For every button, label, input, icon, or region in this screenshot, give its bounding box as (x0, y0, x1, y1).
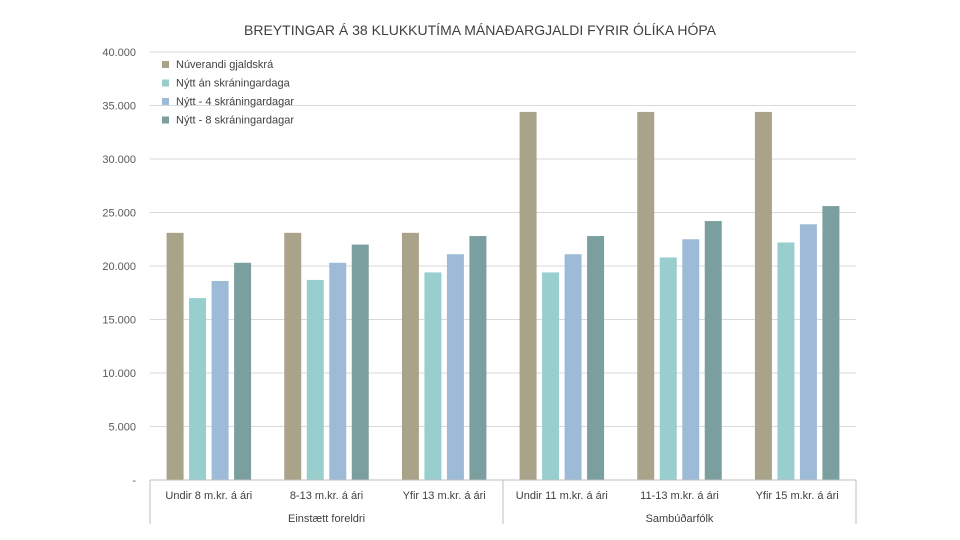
legend: Núverandi gjaldskrá Nýtt án skráningardag… (162, 59, 294, 127)
y-tick-label: 5.000 (108, 422, 136, 434)
bar (401, 232, 419, 480)
bar (542, 272, 560, 480)
bar (587, 236, 605, 480)
y-tick-label: 30.000 (102, 154, 136, 166)
bar (446, 254, 464, 480)
bar (799, 224, 817, 480)
legend-swatch (162, 98, 169, 105)
y-tick-label: 15.000 (102, 315, 136, 327)
bar (351, 244, 369, 480)
legend-label: Nýtt - 4 skráningardagar (176, 96, 294, 108)
x-tick-label: Undir 11 m.kr. á ári (516, 490, 608, 502)
bar (754, 111, 772, 481)
bar (822, 206, 840, 480)
y-tick-label: 40.000 (102, 47, 136, 59)
bar (637, 111, 655, 481)
bar (189, 298, 207, 480)
legend-swatch (162, 116, 169, 124)
x-tick-label: Yfir 13 m.kr. á ári (403, 490, 486, 502)
bar (234, 262, 252, 480)
group-label: Einstætt foreldri (288, 513, 365, 525)
legend-swatch (162, 79, 169, 87)
bar (682, 239, 700, 480)
bar (284, 232, 302, 480)
bar (329, 262, 347, 480)
x-tick-label: 11-13 m.kr. á ári (640, 490, 719, 502)
y-tick-label: - (132, 475, 136, 487)
bar (166, 232, 184, 480)
legend-swatch (162, 61, 169, 68)
y-tick-label: 20.000 (102, 261, 136, 273)
legend-label: Nýtt án skráningardaga (176, 78, 291, 90)
axes: - 5.000 10.000 15.000 20.000 25.000 30.000 35.0… (102, 47, 857, 525)
gridlines (150, 51, 856, 427)
legend-label: Núverandi gjaldskrá (176, 59, 274, 71)
y-tick-label: 35.000 (102, 101, 136, 113)
bar (469, 236, 487, 480)
y-tick-label: 10.000 (102, 368, 136, 380)
bar (211, 280, 229, 480)
bar (777, 242, 795, 480)
bar (564, 254, 582, 480)
bar (424, 272, 442, 480)
bar (519, 111, 537, 481)
x-tick-label: 8-13 m.kr. á ári (290, 490, 363, 502)
bar (659, 257, 677, 480)
legend-label: Nýtt - 8 skráningardagar (176, 115, 294, 127)
bars (166, 111, 840, 481)
y-tick-label: 25.000 (102, 208, 136, 220)
bar (704, 221, 722, 480)
chart-title: BREYTINGAR Á 38 KLUKKUTÍMA MÁNAÐARGJALDI… (244, 22, 717, 38)
x-tick-label: Yfir 15 m.kr. á ári (756, 490, 839, 502)
group-label: Sambúðarfólk (646, 513, 714, 525)
bar (306, 279, 324, 480)
x-tick-label: Undir 8 m.kr. á ári (165, 490, 252, 502)
